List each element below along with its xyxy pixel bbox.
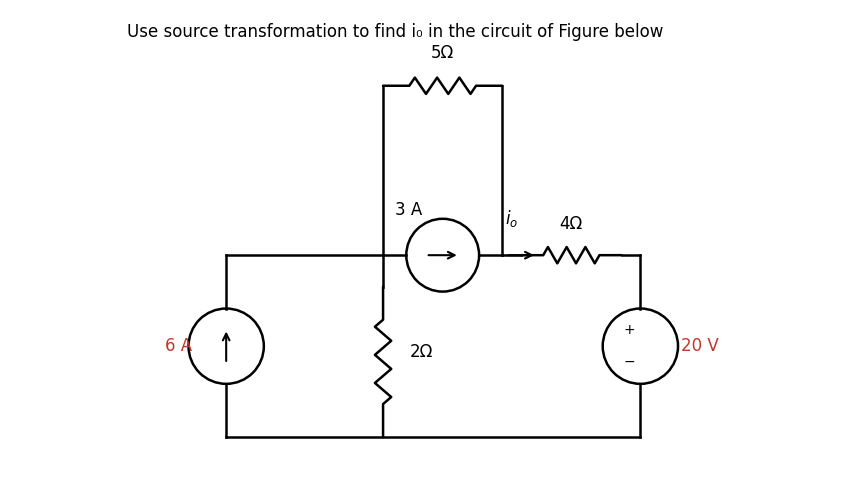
- Text: 4Ω: 4Ω: [559, 215, 583, 233]
- Text: 5Ω: 5Ω: [431, 44, 454, 62]
- Text: 6 A: 6 A: [165, 337, 191, 355]
- Text: +: +: [623, 323, 634, 338]
- Text: −: −: [623, 355, 634, 369]
- Text: 3 A: 3 A: [394, 201, 421, 219]
- Text: 2Ω: 2Ω: [409, 343, 432, 362]
- Text: $i_o$: $i_o$: [505, 208, 518, 229]
- Text: Use source transformation to find i₀ in the circuit of Figure below: Use source transformation to find i₀ in …: [127, 23, 663, 41]
- Text: 20 V: 20 V: [681, 337, 718, 355]
